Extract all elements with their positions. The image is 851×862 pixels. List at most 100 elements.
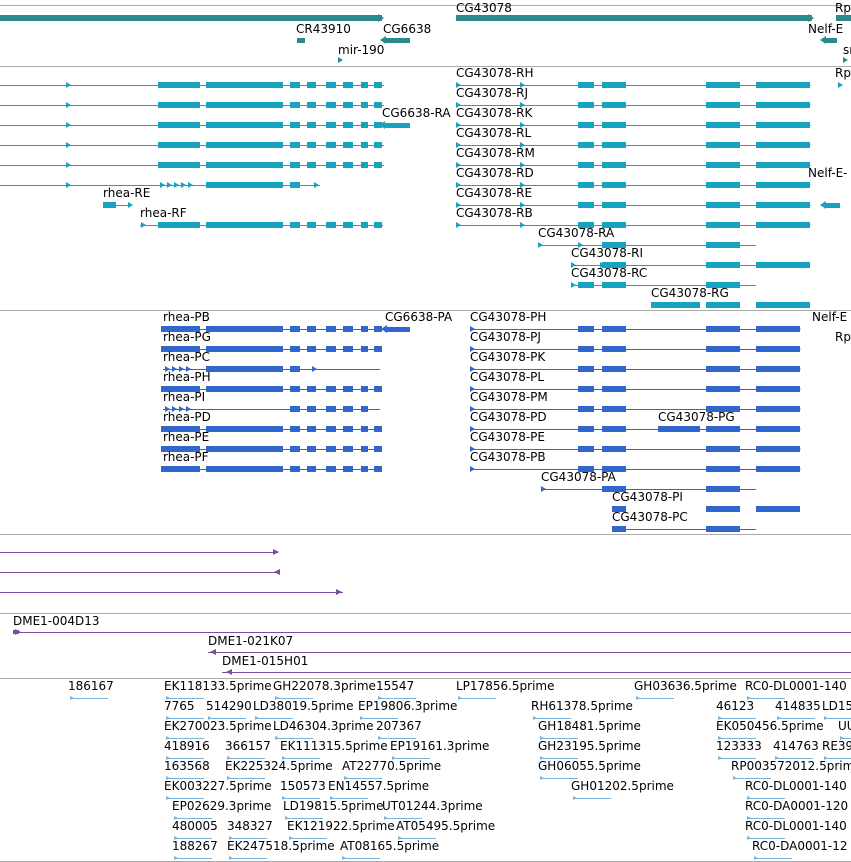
exon-block[interactable]: [343, 102, 353, 108]
protein-label[interactable]: CG43078-PC: [612, 510, 688, 524]
exon-block[interactable]: [706, 466, 740, 472]
exon-block[interactable]: [756, 446, 800, 452]
exon-block[interactable]: [374, 222, 382, 228]
est-label[interactable]: 414763: [773, 739, 819, 753]
exon-block[interactable]: [578, 222, 594, 228]
exon-block[interactable]: [706, 346, 740, 352]
est-label[interactable]: UT01244.3prime: [382, 799, 483, 813]
exon-block[interactable]: [326, 386, 336, 392]
est-label[interactable]: RH61378.5prime: [531, 699, 633, 713]
exon-block[interactable]: [706, 182, 740, 188]
transcript-label-rhea-RF[interactable]: rhea-RF: [140, 206, 187, 220]
exon-block[interactable]: [578, 326, 594, 332]
est-label[interactable]: 514290: [206, 699, 252, 713]
exon-block[interactable]: [161, 346, 200, 352]
exon-block[interactable]: [326, 102, 336, 108]
exon-block[interactable]: [361, 426, 368, 432]
est-label[interactable]: 348327: [227, 819, 273, 833]
transcript-label[interactable]: CG43078-RL: [456, 126, 532, 140]
exon-block[interactable]: [326, 406, 336, 412]
exon-block[interactable]: [706, 506, 740, 512]
transcript-label[interactable]: CG43078-RJ: [456, 86, 529, 100]
exon-block[interactable]: [206, 82, 283, 88]
exon-block[interactable]: [578, 406, 594, 412]
protein-label[interactable]: CG43078-PJ: [470, 330, 541, 344]
transcript-label-Nelf-E[interactable]: Nelf-E-: [808, 166, 848, 180]
est-label[interactable]: 366157: [225, 739, 271, 753]
exon-block[interactable]: [361, 82, 368, 88]
exon-block[interactable]: [706, 486, 740, 492]
protein-label[interactable]: rhea-PI: [163, 390, 206, 404]
est-label[interactable]: LD19815.5prime: [283, 799, 384, 813]
exon-block[interactable]: [307, 466, 316, 472]
exon-block[interactable]: [290, 182, 300, 188]
exon-block[interactable]: [307, 446, 316, 452]
protein-label[interactable]: rhea-PD: [163, 410, 211, 424]
exon-block[interactable]: [386, 326, 410, 332]
protein-label[interactable]: CG43078-PI: [612, 490, 683, 504]
exon-block[interactable]: [290, 122, 300, 128]
exon-block[interactable]: [307, 426, 316, 432]
exon-block[interactable]: [374, 446, 382, 452]
exon-block[interactable]: [706, 142, 740, 148]
exon-block[interactable]: [706, 386, 740, 392]
exon-block[interactable]: [326, 162, 336, 168]
exon-block[interactable]: [326, 222, 336, 228]
exon-block[interactable]: [578, 82, 594, 88]
exon-block[interactable]: [361, 386, 368, 392]
exon-block[interactable]: [756, 326, 800, 332]
exon-block[interactable]: [290, 466, 300, 472]
exon-block[interactable]: [602, 102, 626, 108]
clone-label[interactable]: DME1-004D13: [13, 614, 100, 628]
protein-label[interactable]: rhea-PB: [163, 310, 210, 324]
protein-label[interactable]: CG43078-PK: [470, 350, 546, 364]
exon-block[interactable]: [706, 162, 740, 168]
est-label[interactable]: 186167: [68, 679, 114, 693]
exon-block[interactable]: [290, 326, 300, 332]
exon-block[interactable]: [756, 82, 810, 88]
exon-block[interactable]: [602, 82, 626, 88]
exon-block[interactable]: [206, 346, 283, 352]
protein-label[interactable]: CG43078-PH: [470, 310, 547, 324]
exon-block[interactable]: [756, 386, 800, 392]
exon-block[interactable]: [307, 346, 316, 352]
protein-label[interactable]: CG43078-PD: [470, 410, 547, 424]
transcript-label[interactable]: CG43078-RA: [538, 226, 615, 240]
exon-block[interactable]: [374, 122, 382, 128]
est-label[interactable]: AT22770.5prime: [342, 759, 442, 773]
exon-block[interactable]: [602, 446, 626, 452]
transcript-label[interactable]: CG43078-RB: [456, 206, 533, 220]
exon-block[interactable]: [361, 446, 368, 452]
exon-block[interactable]: [578, 346, 594, 352]
exon-block[interactable]: [602, 202, 626, 208]
exon-block[interactable]: [290, 142, 300, 148]
exon-block[interactable]: [756, 466, 800, 472]
exon-block[interactable]: [343, 406, 353, 412]
exon-block[interactable]: [602, 142, 626, 148]
exon-block[interactable]: [290, 386, 300, 392]
exon-block[interactable]: [307, 326, 316, 332]
exon-block[interactable]: [706, 282, 740, 288]
exon-block[interactable]: [206, 142, 283, 148]
est-label[interactable]: GH01202.5prime: [571, 779, 674, 793]
exon-block[interactable]: [578, 366, 594, 372]
exon-block[interactable]: [602, 182, 626, 188]
exon-block[interactable]: [290, 446, 300, 452]
exon-block[interactable]: [578, 202, 594, 208]
est-label[interactable]: 123333: [716, 739, 762, 753]
exon-block[interactable]: [706, 262, 740, 268]
exon-block[interactable]: [374, 466, 382, 472]
exon-block[interactable]: [361, 162, 368, 168]
exon-block[interactable]: [326, 82, 336, 88]
exon-block[interactable]: [158, 222, 200, 228]
protein-label[interactable]: rhea-PG: [163, 330, 211, 344]
est-label[interactable]: EK270023.5prime: [164, 719, 272, 733]
transcript-label[interactable]: CG43078-RH: [456, 66, 534, 80]
exon-block[interactable]: [756, 262, 810, 268]
gene-label-Nelf-E[interactable]: Nelf-E: [808, 22, 844, 36]
exon-block[interactable]: [578, 426, 594, 432]
exon-block[interactable]: [290, 102, 300, 108]
exon-block[interactable]: [612, 506, 626, 512]
exon-block[interactable]: [602, 122, 626, 128]
exon-block[interactable]: [361, 222, 368, 228]
